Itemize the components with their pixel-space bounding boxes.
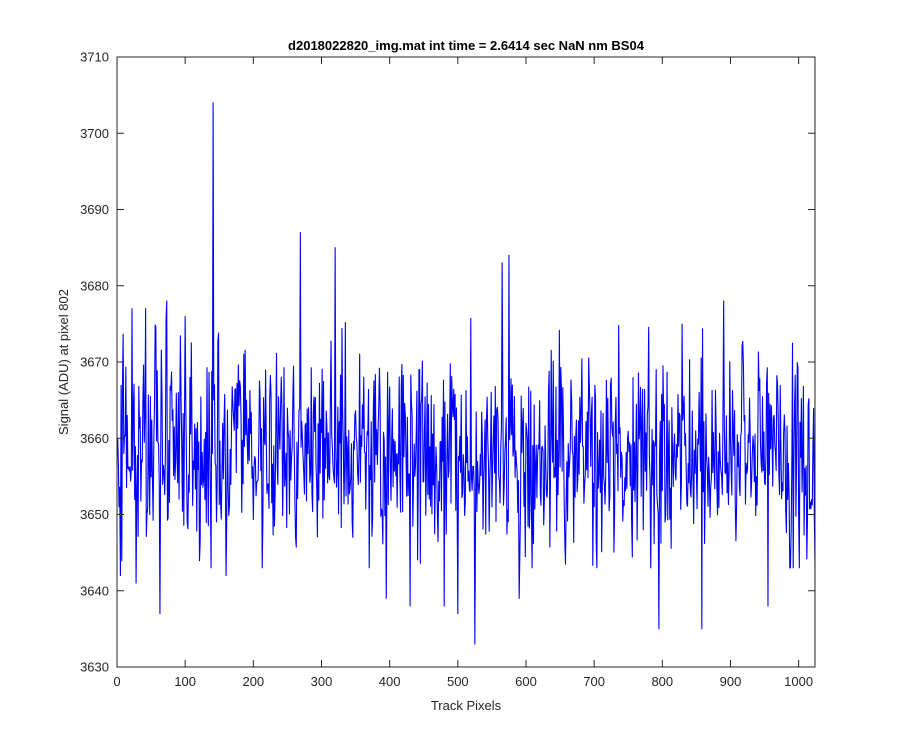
x-tick-label: 600 — [515, 674, 537, 689]
y-tick-label: 3670 — [80, 355, 109, 370]
y-tick-label: 3710 — [80, 50, 109, 65]
y-tick-label: 3640 — [80, 583, 109, 598]
x-tick-label: 800 — [651, 674, 673, 689]
x-tick-label: 0 — [113, 674, 120, 689]
x-tick-label: 900 — [720, 674, 742, 689]
series-layer — [117, 102, 816, 645]
x-tick-label: 200 — [242, 674, 264, 689]
chart-title: d2018022820_img.mat int time = 2.6414 se… — [288, 38, 645, 53]
y-axis-label: Signal (ADU) at pixel 802 — [56, 289, 71, 435]
y-tick-label: 3660 — [80, 431, 109, 446]
x-tick-label: 400 — [379, 674, 401, 689]
y-tick-label: 3680 — [80, 278, 109, 293]
series-line-0 — [117, 102, 816, 645]
y-tick-label: 3700 — [80, 126, 109, 141]
x-tick-label: 1000 — [784, 674, 813, 689]
y-tick-label: 3650 — [80, 507, 109, 522]
y-tick-label: 3630 — [80, 660, 109, 675]
x-tick-label: 100 — [174, 674, 196, 689]
y-tick-label: 3690 — [80, 202, 109, 217]
x-tick-label: 300 — [311, 674, 333, 689]
x-tick-label: 500 — [447, 674, 469, 689]
x-axis-label: Track Pixels — [431, 698, 502, 713]
y-axis: 3630 3640 3650 3660 3670 3680 3690 3700 3710 — [80, 50, 815, 675]
axes-frame — [116, 56, 816, 668]
x-tick-label: 700 — [583, 674, 605, 689]
x-axis: 0 100 200 300 400 500 600 700 800 900 1000 — [113, 57, 813, 689]
